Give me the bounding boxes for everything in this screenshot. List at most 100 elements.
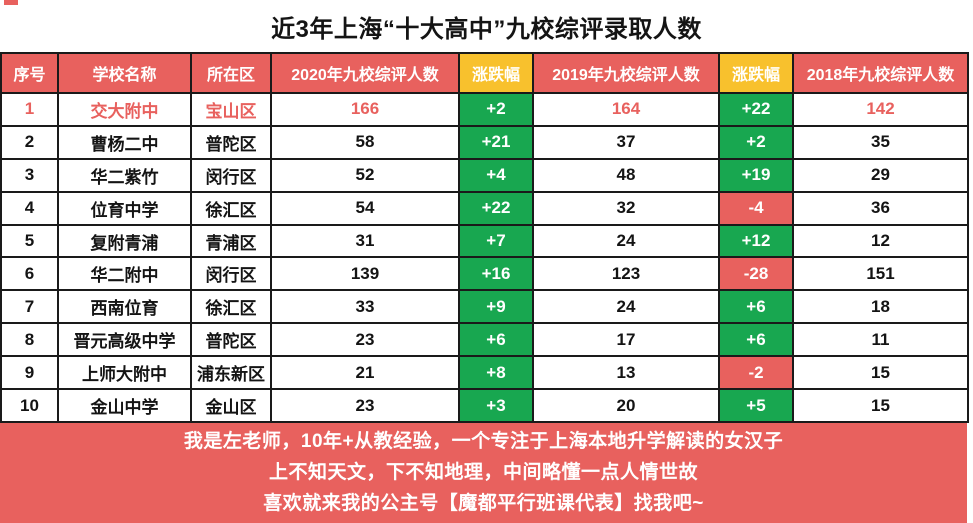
cell-count-2018: 12 [792,223,969,259]
cell-change-2020-2019: +9 [458,289,534,325]
table-row: 10 金山中学 金山区 23 +3 20 +5 15 [0,388,969,423]
table-body: 1 交大附中 宝山区 166 +2 164 +22 142 2 曹杨二中 普陀区 58 +21 37 +2 3… [0,92,969,423]
col-header-count-2018: 2018年九校综评人数 [792,52,969,94]
cell-school: 上师大附中 [57,355,192,391]
cell-count-2018: 151 [792,256,969,292]
cell-district: 徐汇区 [190,190,272,226]
cell-rank: 5 [0,223,59,259]
cell-rank: 7 [0,289,59,325]
col-header-rank: 序号 [0,52,59,94]
col-header-count-2020: 2020年九校综评人数 [270,52,460,94]
cell-count-2018: 29 [792,157,969,193]
cell-count-2019: 13 [532,355,720,391]
footer-line-1: 我是左老师，10年+从教经验，一个专注于上海本地升学解读的女汉子 [183,431,784,452]
cell-rank: 9 [0,355,59,391]
cell-count-2020: 21 [270,355,460,391]
cell-change-2020-2019: +4 [458,157,534,193]
footer-line-2: 上不知天文，下不知地理，中间略懂一点人情世故 [268,462,698,483]
cell-change-2020-2019: +8 [458,355,534,391]
cell-school: 华二附中 [57,256,192,292]
col-header-count-2019: 2019年九校综评人数 [532,52,720,94]
cell-district: 普陀区 [190,124,272,160]
cell-change-2019-2018: +6 [718,322,794,358]
cell-count-2019: 37 [532,124,720,160]
cell-school: 曹杨二中 [57,124,192,160]
cell-count-2018: 15 [792,388,969,423]
cell-change-2020-2019: +2 [458,92,534,127]
cell-district: 宝山区 [190,92,272,127]
cell-district: 闵行区 [190,157,272,193]
cell-count-2019: 123 [532,256,720,292]
cell-count-2018: 18 [792,289,969,325]
cell-count-2020: 139 [270,256,460,292]
table-row: 9 上师大附中 浦东新区 21 +8 13 -2 15 [0,355,969,391]
cell-count-2019: 17 [532,322,720,358]
cell-count-2019: 32 [532,190,720,226]
cell-rank: 6 [0,256,59,292]
cell-change-2020-2019: +21 [458,124,534,160]
table-row: 2 曹杨二中 普陀区 58 +21 37 +2 35 [0,124,969,160]
cell-change-2019-2018: +2 [718,124,794,160]
admissions-table: 序号 学校名称 所在区 2020年九校综评人数 涨跌幅 2019年九校综评人数 涨跌幅 201… [0,52,969,423]
cell-change-2019-2018: -4 [718,190,794,226]
cell-rank: 1 [0,92,59,127]
cell-rank: 8 [0,322,59,358]
cell-change-2019-2018: +19 [718,157,794,193]
col-header-change-2019-2018: 涨跌幅 [718,52,794,94]
cell-district: 青浦区 [190,223,272,259]
table-row: 8 晋元高级中学 普陀区 23 +6 17 +6 11 [0,322,969,358]
cell-count-2020: 33 [270,289,460,325]
cell-count-2020: 166 [270,92,460,127]
cell-district: 浦东新区 [190,355,272,391]
cell-change-2019-2018: +5 [718,388,794,423]
cell-count-2018: 15 [792,355,969,391]
cell-school: 晋元高级中学 [57,322,192,358]
cell-school: 位育中学 [57,190,192,226]
cell-count-2020: 23 [270,322,460,358]
table-row: 6 华二附中 闵行区 139 +16 123 -28 151 [0,256,969,292]
cell-rank: 2 [0,124,59,160]
cell-district: 徐汇区 [190,289,272,325]
cell-count-2020: 31 [270,223,460,259]
cell-count-2020: 23 [270,388,460,423]
cell-rank: 3 [0,157,59,193]
cell-rank: 10 [0,388,59,423]
cell-count-2019: 24 [532,289,720,325]
table-row: 4 位育中学 徐汇区 54 +22 32 -4 36 [0,190,969,226]
cell-change-2019-2018: +6 [718,289,794,325]
cell-count-2019: 48 [532,157,720,193]
cell-change-2019-2018: -2 [718,355,794,391]
cell-change-2020-2019: +7 [458,223,534,259]
col-header-district: 所在区 [190,52,272,94]
cell-count-2018: 11 [792,322,969,358]
cell-change-2020-2019: +3 [458,388,534,423]
footer-line-3: 喜欢就来我的公主号【魔都平行班课代表】找我吧~ [263,493,704,514]
cell-school: 西南位育 [57,289,192,325]
cell-district: 闵行区 [190,256,272,292]
cell-change-2020-2019: +16 [458,256,534,292]
table-row: 3 华二紫竹 闵行区 52 +4 48 +19 29 [0,157,969,193]
table-header: 序号 学校名称 所在区 2020年九校综评人数 涨跌幅 2019年九校综评人数 涨跌幅 201… [0,52,969,94]
cell-count-2020: 54 [270,190,460,226]
cell-district: 普陀区 [190,322,272,358]
cell-school: 华二紫竹 [57,157,192,193]
top-left-red-mark [4,0,18,5]
cell-change-2020-2019: +6 [458,322,534,358]
cell-change-2019-2018: -28 [718,256,794,292]
col-header-change-2020-2019: 涨跌幅 [458,52,534,94]
cell-change-2019-2018: +22 [718,92,794,127]
cell-count-2018: 35 [792,124,969,160]
header-row: 序号 学校名称 所在区 2020年九校综评人数 涨跌幅 2019年九校综评人数 涨跌幅 201… [0,52,969,94]
col-header-school: 学校名称 [57,52,192,94]
cell-school: 交大附中 [57,92,192,127]
table-row: 7 西南位育 徐汇区 33 +9 24 +6 18 [0,289,969,325]
cell-district: 金山区 [190,388,272,423]
cell-rank: 4 [0,190,59,226]
cell-count-2019: 164 [532,92,720,127]
cell-school: 金山中学 [57,388,192,423]
cell-count-2019: 24 [532,223,720,259]
cell-count-2018: 36 [792,190,969,226]
cell-count-2020: 52 [270,157,460,193]
cell-change-2020-2019: +22 [458,190,534,226]
cell-count-2019: 20 [532,388,720,423]
